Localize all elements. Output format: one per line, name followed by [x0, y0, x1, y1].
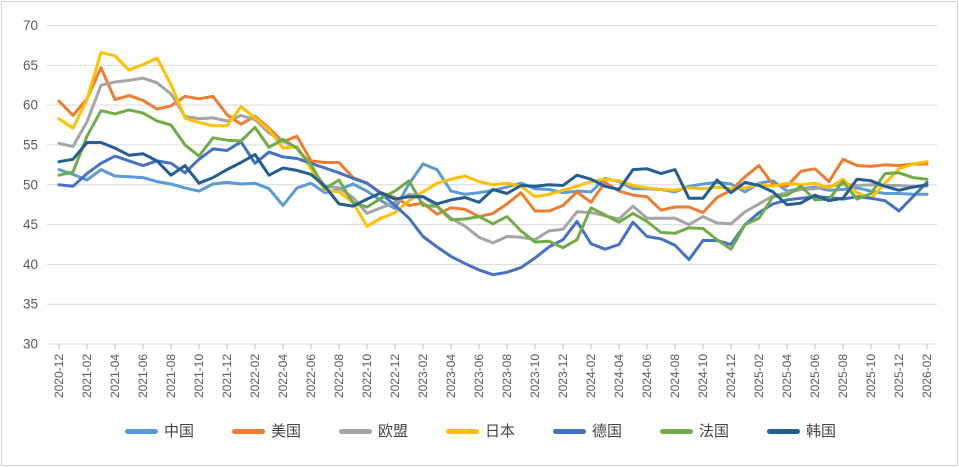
x-tick-2023-06: 2023-06 [472, 354, 486, 398]
x-tick-2022-10: 2022-10 [360, 354, 374, 398]
y-tick-70: 70 [23, 18, 38, 33]
legend-label-usa: 美国 [270, 423, 301, 440]
series-line-eu [57, 76, 929, 245]
legend-label-japan: 日本 [484, 423, 515, 440]
legend-swatch-usa [231, 429, 265, 434]
x-tick-2023-12: 2023-12 [556, 354, 570, 398]
x-tick-2023-04: 2023-04 [444, 354, 458, 398]
legend-label-germany: 德国 [592, 423, 623, 440]
y-axis-labels: 30 35 40 45 50 55 60 65 70 [23, 18, 38, 352]
legend-label-eu: 欧盟 [377, 423, 408, 440]
x-tick-2021-12: 2021-12 [220, 354, 234, 398]
legend-item-japan[interactable]: 日本 [445, 423, 515, 440]
x-tick-2022-04: 2022-04 [276, 354, 290, 398]
legend-item-usa[interactable]: 美国 [231, 423, 301, 440]
pmi-line-chart: 30 35 40 45 50 55 60 65 70 2020-12 2021-02 2021-04… [23, 18, 937, 398]
legend-swatch-germany [553, 429, 586, 434]
chart-legend: 中国 美国 欧盟 日本 德国 法国 韩国 [2, 424, 959, 439]
y-tick-30: 30 [23, 337, 38, 352]
x-tick-2020-12: 2020-12 [52, 354, 66, 398]
x-tick-2024-12: 2024-12 [724, 354, 738, 398]
y-tick-35: 35 [23, 297, 38, 312]
y-tick-45: 45 [23, 217, 38, 232]
x-tick-2023-08: 2023-08 [500, 354, 514, 398]
x-tick-2021-08: 2021-08 [164, 354, 178, 398]
y-tick-60: 60 [23, 98, 38, 113]
x-tick-2022-12: 2022-12 [388, 354, 402, 398]
legend-item-china[interactable]: 中国 [124, 423, 194, 440]
x-tick-2024-04: 2024-04 [612, 354, 626, 398]
legend-label-france: 法国 [699, 423, 730, 440]
x-tick-2021-10: 2021-10 [192, 354, 206, 398]
legend-item-korea[interactable]: 韩国 [767, 424, 836, 439]
legend-item-germany[interactable]: 德国 [553, 424, 622, 439]
x-tick-2025-10: 2025-10 [864, 354, 878, 398]
series-line-france [57, 108, 929, 251]
series-line-usa [57, 66, 929, 219]
series-line-japan [57, 51, 929, 228]
legend-label-china: 中国 [163, 423, 194, 440]
x-tick-2025-02: 2025-02 [752, 354, 766, 398]
x-axis-labels: 2020-12 2021-02 2021-04 2021-06 2021-08 2021-… [52, 344, 934, 398]
x-tick-2025-12: 2025-12 [892, 354, 906, 398]
x-tick-2022-02: 2022-02 [248, 354, 262, 398]
x-tick-2024-10: 2024-10 [696, 354, 710, 398]
legend-swatch-japan [445, 429, 479, 434]
y-tick-50: 50 [23, 177, 38, 192]
x-tick-2021-02: 2021-02 [80, 354, 94, 398]
legend-item-france[interactable]: 法国 [660, 424, 729, 439]
x-tick-2025-08: 2025-08 [836, 354, 850, 398]
x-tick-2024-02: 2024-02 [584, 354, 598, 398]
x-tick-2025-06: 2025-06 [808, 354, 822, 398]
legend-item-eu[interactable]: 欧盟 [338, 423, 408, 440]
x-tick-2024-08: 2024-08 [668, 354, 682, 398]
series-lines [57, 51, 929, 277]
legend-label-korea: 韩国 [806, 423, 837, 440]
x-tick-2024-06: 2024-06 [640, 354, 654, 398]
y-tick-65: 65 [23, 58, 38, 73]
x-tick-2021-04: 2021-04 [108, 354, 122, 398]
x-tick-2026-02: 2026-02 [920, 354, 934, 398]
series-line-korea [57, 141, 929, 208]
series-line-germany [57, 140, 929, 277]
x-tick-2023-02: 2023-02 [416, 354, 430, 398]
x-tick-2021-06: 2021-06 [136, 354, 150, 398]
legend-swatch-korea [767, 429, 801, 434]
legend-swatch-france [660, 429, 694, 434]
x-tick-2022-08: 2022-08 [332, 354, 346, 398]
x-tick-2023-10: 2023-10 [528, 354, 542, 398]
legend-swatch-china [124, 429, 158, 434]
x-tick-2022-06: 2022-06 [304, 354, 318, 398]
y-tick-55: 55 [23, 137, 38, 152]
legend-swatch-eu [338, 429, 372, 434]
x-tick-2025-04: 2025-04 [780, 354, 794, 398]
y-tick-40: 40 [23, 257, 38, 272]
